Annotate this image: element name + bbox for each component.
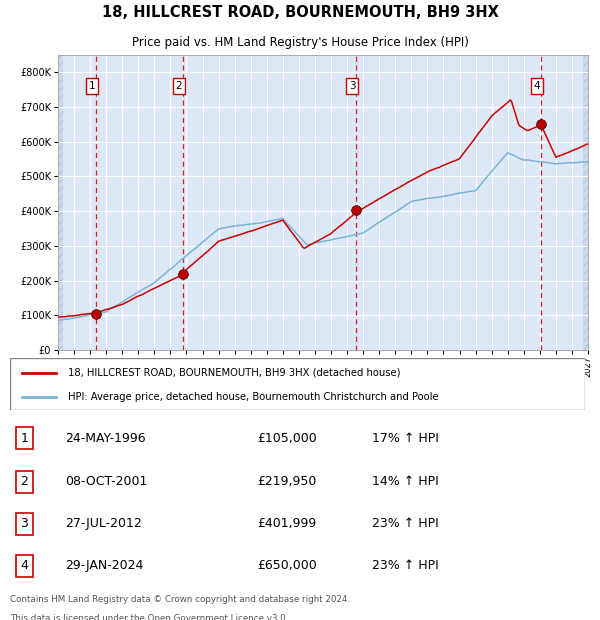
Bar [583,55,588,350]
Text: £401,999: £401,999 [257,517,317,530]
Text: £105,000: £105,000 [257,432,317,445]
Text: 3: 3 [349,81,356,91]
Text: 2: 2 [175,81,182,91]
Text: 3: 3 [20,517,28,530]
Text: Price paid vs. HM Land Registry's House Price Index (HPI): Price paid vs. HM Land Registry's House … [131,37,469,50]
Text: 1: 1 [20,432,28,445]
Text: 23% ↑ HPI: 23% ↑ HPI [372,559,439,572]
Text: £219,950: £219,950 [257,476,317,489]
Text: 18, HILLCREST ROAD, BOURNEMOUTH, BH9 3HX: 18, HILLCREST ROAD, BOURNEMOUTH, BH9 3HX [101,4,499,20]
Text: £650,000: £650,000 [257,559,317,572]
Text: 17% ↑ HPI: 17% ↑ HPI [372,432,439,445]
Text: This data is licensed under the Open Government Licence v3.0.: This data is licensed under the Open Gov… [10,614,289,620]
Text: 23% ↑ HPI: 23% ↑ HPI [372,517,439,530]
Text: HPI: Average price, detached house, Bournemouth Christchurch and Poole: HPI: Average price, detached house, Bour… [67,392,438,402]
Bar [58,55,63,350]
Text: 2: 2 [20,476,28,489]
Text: 08-OCT-2001: 08-OCT-2001 [65,476,147,489]
Text: 1: 1 [89,81,95,91]
Text: 14% ↑ HPI: 14% ↑ HPI [372,476,439,489]
Text: Contains HM Land Registry data © Crown copyright and database right 2024.: Contains HM Land Registry data © Crown c… [10,595,350,603]
Text: 29-JAN-2024: 29-JAN-2024 [65,559,143,572]
Text: 24-MAY-1996: 24-MAY-1996 [65,432,145,445]
Text: 27-JUL-2012: 27-JUL-2012 [65,517,142,530]
Text: 18, HILLCREST ROAD, BOURNEMOUTH, BH9 3HX (detached house): 18, HILLCREST ROAD, BOURNEMOUTH, BH9 3HX… [67,368,400,378]
Text: 4: 4 [20,559,28,572]
Text: 4: 4 [534,81,541,91]
